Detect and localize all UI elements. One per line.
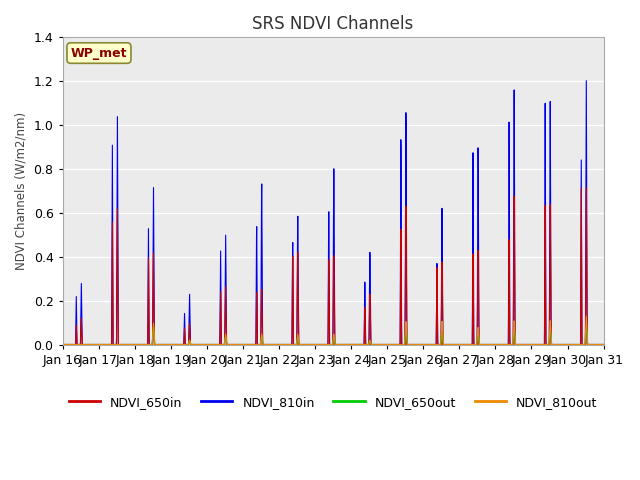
NDVI_810out xyxy=(600,342,607,348)
Line: NDVI_650in: NDVI_650in xyxy=(63,188,604,345)
NDVI_650in xyxy=(600,342,607,348)
NDVI_810in xyxy=(152,342,160,348)
NDVI_810out xyxy=(589,342,597,348)
NDVI_650out xyxy=(290,342,298,348)
NDVI_810in xyxy=(531,342,538,348)
NDVI_650in xyxy=(589,342,597,348)
NDVI_810in xyxy=(266,342,274,348)
NDVI_810in xyxy=(589,342,597,348)
Line: NDVI_650out: NDVI_650out xyxy=(63,325,604,345)
Legend: NDVI_650in, NDVI_810in, NDVI_650out, NDVI_810out: NDVI_650in, NDVI_810in, NDVI_650out, NDV… xyxy=(64,391,602,414)
NDVI_650in xyxy=(152,342,160,348)
NDVI_810in xyxy=(600,342,607,348)
NDVI_810out xyxy=(120,342,128,348)
NDVI_650out xyxy=(589,342,597,348)
NDVI_810out xyxy=(266,342,274,348)
NDVI_810in xyxy=(290,342,298,348)
NDVI_650out xyxy=(59,342,67,348)
NDVI_650in xyxy=(120,342,128,348)
NDVI_810in xyxy=(59,342,67,348)
NDVI_650in xyxy=(531,342,538,348)
NDVI_650out xyxy=(120,342,128,348)
NDVI_810out xyxy=(152,342,160,348)
NDVI_810in xyxy=(120,342,128,348)
Line: NDVI_810out: NDVI_810out xyxy=(63,316,604,345)
NDVI_650out xyxy=(153,342,161,348)
NDVI_650out xyxy=(266,342,274,348)
NDVI_650out xyxy=(150,322,157,328)
Line: NDVI_810in: NDVI_810in xyxy=(63,81,604,345)
NDVI_810out xyxy=(582,313,590,319)
Text: WP_met: WP_met xyxy=(70,47,127,60)
NDVI_650out xyxy=(531,342,539,348)
Y-axis label: NDVI Channels (W/m2/nm): NDVI Channels (W/m2/nm) xyxy=(15,112,28,270)
NDVI_650in xyxy=(59,342,67,348)
NDVI_650in xyxy=(582,185,590,191)
NDVI_650in xyxy=(290,342,298,348)
NDVI_810in xyxy=(582,78,590,84)
Title: SRS NDVI Channels: SRS NDVI Channels xyxy=(252,15,413,33)
NDVI_810out xyxy=(59,342,67,348)
NDVI_650in xyxy=(266,342,274,348)
NDVI_810out xyxy=(531,342,538,348)
NDVI_810out xyxy=(290,342,298,348)
NDVI_650out xyxy=(600,342,607,348)
